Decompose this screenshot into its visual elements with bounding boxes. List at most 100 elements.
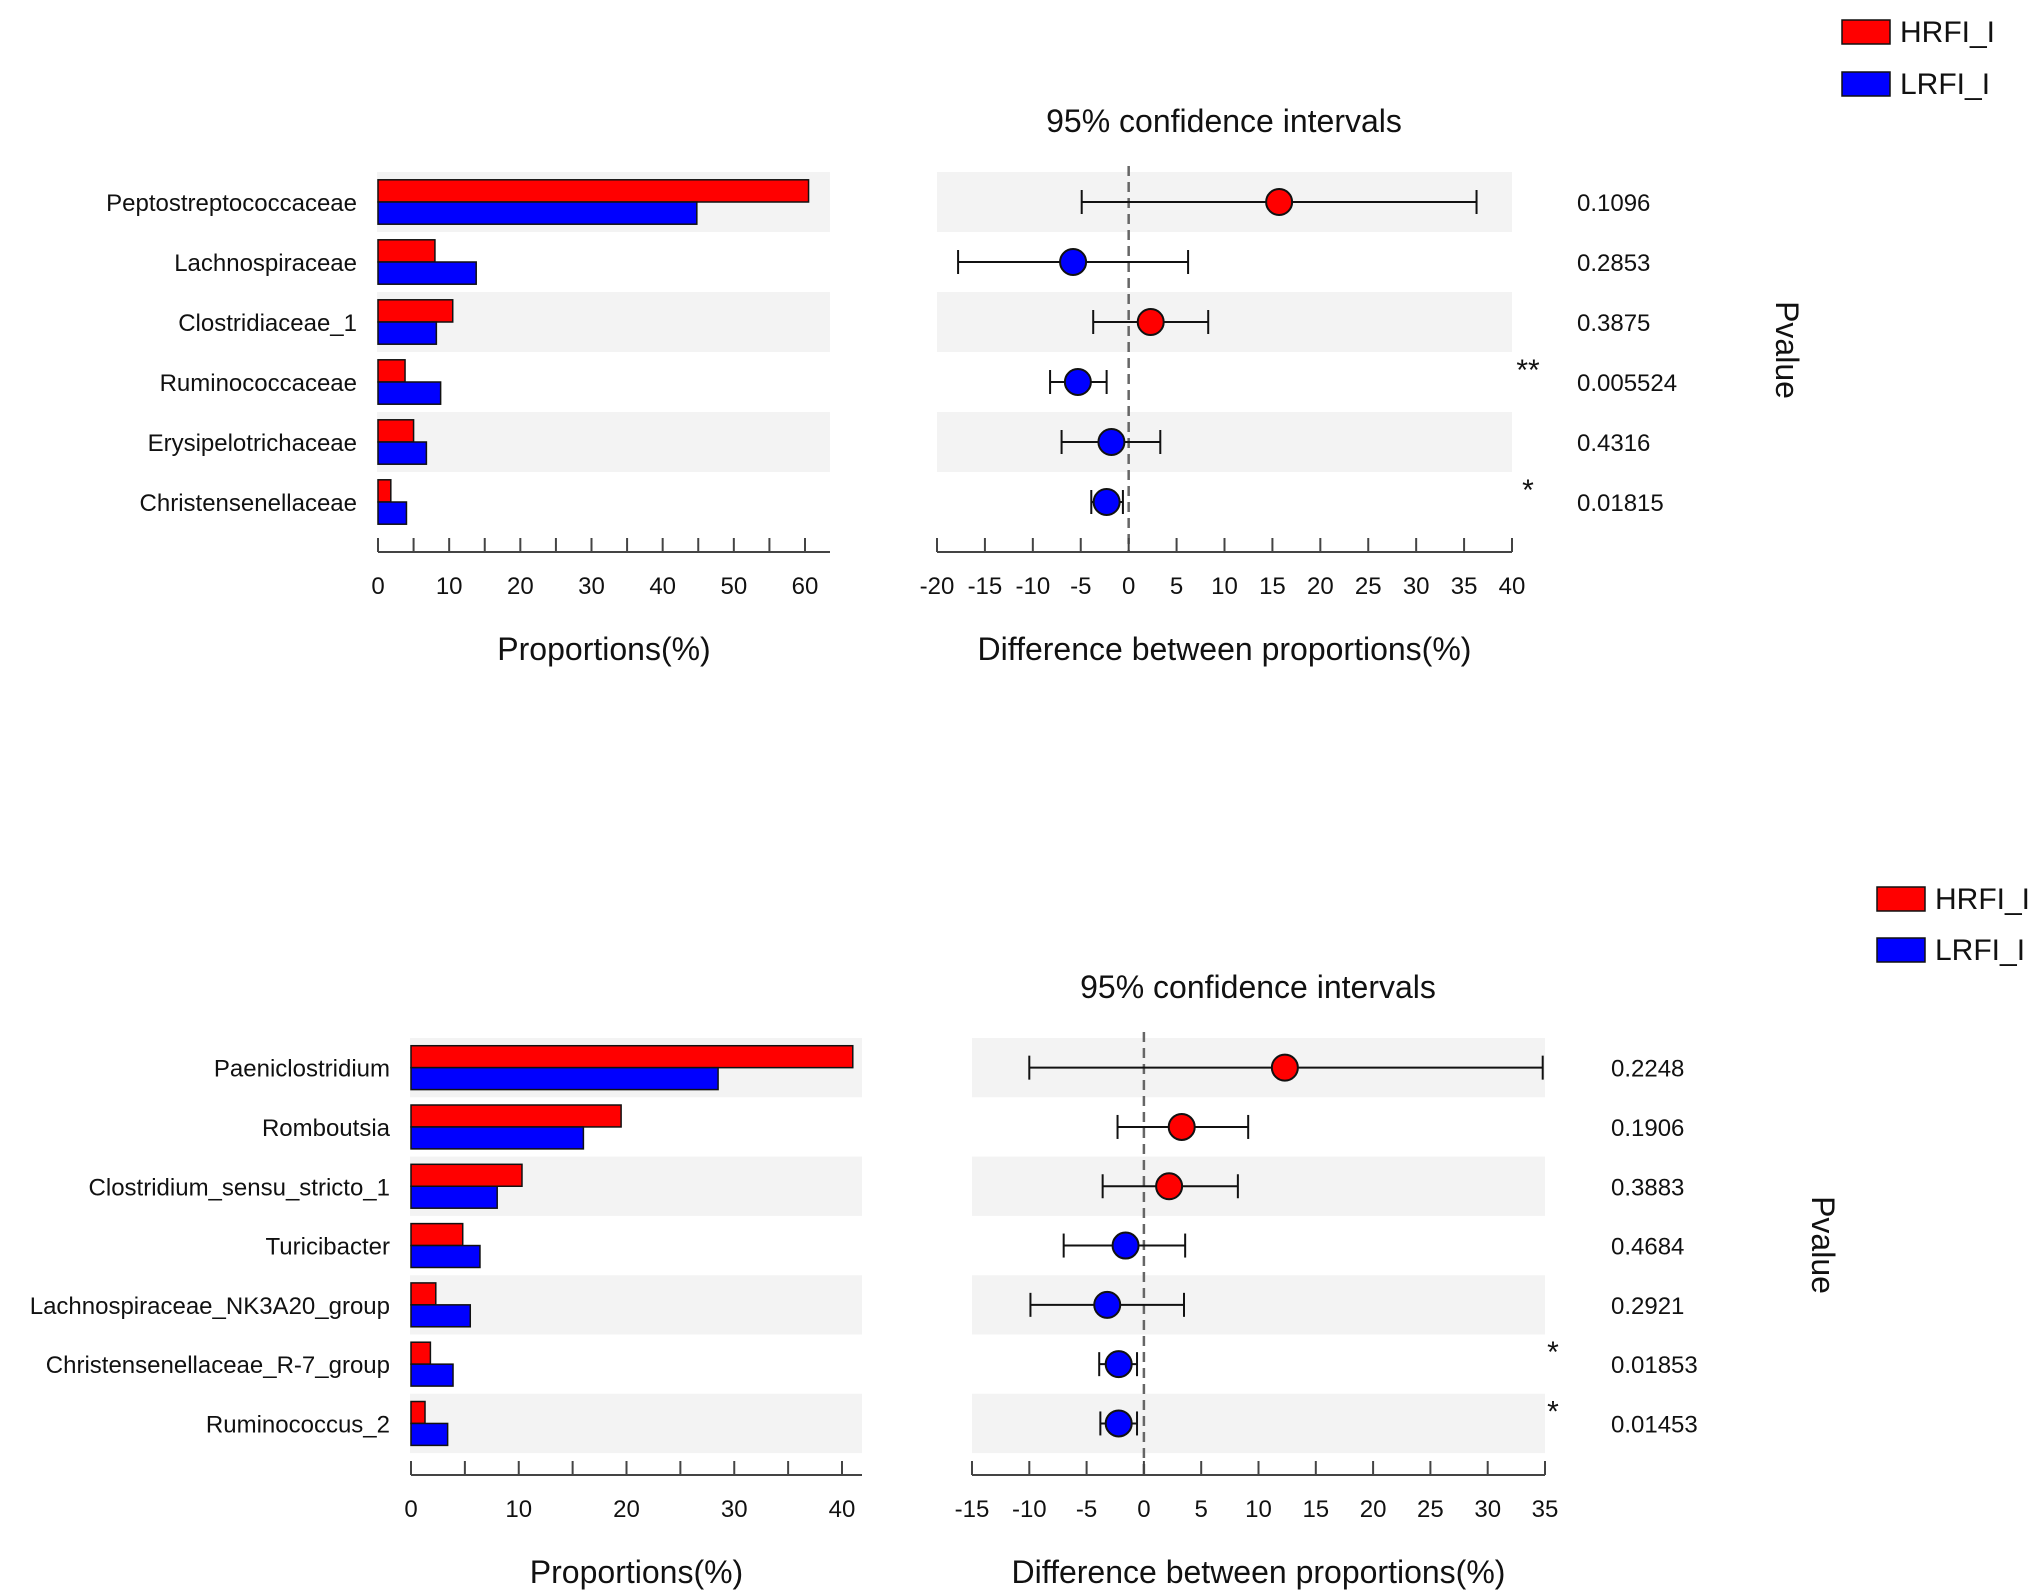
pvalue-label: 0.01815 <box>1577 490 1664 517</box>
ci-point <box>1136 308 1165 336</box>
ci-x-tick-label: 35 <box>1451 573 1478 600</box>
bar-lrfi-i <box>377 501 408 525</box>
pvalue-label: 0.005524 <box>1577 370 1677 397</box>
legend-label: HRFI_I <box>1935 883 2030 916</box>
ci-point <box>1097 428 1126 456</box>
ci-point <box>1270 1053 1299 1082</box>
bar-x-tick-label: 30 <box>578 573 605 600</box>
ci-x-tick-label: 5 <box>1170 573 1183 600</box>
ci-point <box>1111 1231 1140 1260</box>
bar-x-tick-label: 10 <box>505 1496 532 1523</box>
legend-swatch <box>1876 937 1926 963</box>
bar-x-tick-label: 0 <box>371 573 384 600</box>
ci-row-band <box>937 292 1512 352</box>
ci-point <box>1063 368 1092 396</box>
ci-point <box>1092 488 1121 516</box>
ci-x-tick-label: 20 <box>1307 573 1334 600</box>
pvalue-label: 0.1096 <box>1577 190 1650 217</box>
bar-x-tick-label: 60 <box>792 573 819 600</box>
bar-lrfi-i <box>410 1363 454 1387</box>
ci-x-tick-label: -10 <box>1012 1496 1047 1523</box>
bar-lrfi-i <box>377 381 442 405</box>
category-label: Ruminococcaceae <box>160 370 357 397</box>
category-label: Erysipelotrichaceae <box>148 430 357 457</box>
ci-x-tick-label: 0 <box>1137 1496 1150 1523</box>
ci-x-tick-label: -15 <box>968 573 1003 600</box>
significance-mark: ** <box>1516 354 1540 387</box>
bar-hrfi-i <box>377 359 406 383</box>
category-label: Paeniclostridium <box>214 1056 390 1083</box>
bar-x-tick-label: 20 <box>613 1496 640 1523</box>
category-label: Lachnospiraceae_NK3A20_group <box>30 1293 390 1320</box>
ci-x-tick-label: -20 <box>920 573 955 600</box>
legend-swatch <box>1841 19 1891 45</box>
category-label: Turicibacter <box>266 1234 390 1261</box>
bar-x-tick-label: 50 <box>720 573 747 600</box>
bar-hrfi-i <box>410 1341 432 1365</box>
ci-row-band <box>972 1156 1545 1216</box>
ci-x-tick-label: 40 <box>1499 573 1526 600</box>
bar-lrfi-i <box>377 261 477 285</box>
legend-label: LRFI_I <box>1935 934 2025 967</box>
ci-x-tick-label: 10 <box>1245 1496 1272 1523</box>
bar-hrfi-i <box>410 1400 426 1425</box>
ci-x-tick-label: -15 <box>955 1496 990 1523</box>
bar-hrfi-i <box>410 1163 523 1187</box>
bar-lrfi-i <box>410 1422 449 1447</box>
ci-point <box>1265 188 1294 216</box>
pvalue-axis-title: Pvalue <box>1805 1196 1841 1294</box>
legend-swatch <box>1841 71 1891 97</box>
ci-point <box>1155 1172 1184 1201</box>
ci-x-axis-title: Difference between proportions(%) <box>1012 1554 1506 1590</box>
ci-x-tick-label: 35 <box>1532 1496 1559 1523</box>
bar-x-tick-label: 40 <box>649 573 676 600</box>
bar-lrfi-i <box>410 1185 498 1209</box>
ci-x-tick-label: -5 <box>1076 1496 1097 1523</box>
ci-point <box>1093 1290 1122 1319</box>
category-label: Ruminococcus_2 <box>206 1411 390 1438</box>
bar-hrfi-i <box>377 419 415 443</box>
ci-row-band <box>937 412 1512 472</box>
bar-lrfi-i <box>377 201 698 225</box>
ci-x-tick-label: 30 <box>1474 1496 1501 1523</box>
significance-mark: * <box>1522 474 1534 507</box>
bar-row-band <box>410 1275 862 1335</box>
chart-title: 95% confidence intervals <box>1080 969 1436 1005</box>
bar-lrfi-i <box>410 1066 719 1091</box>
category-label: Clostridiaceae_1 <box>178 310 357 337</box>
bar-hrfi-i <box>377 239 436 263</box>
ci-point <box>1059 248 1088 276</box>
ci-point <box>1167 1112 1196 1141</box>
bar-hrfi-i <box>410 1104 622 1128</box>
bar-x-axis-title: Proportions(%) <box>497 631 710 667</box>
bar-row-band <box>377 412 830 472</box>
pvalue-label: 0.4316 <box>1577 430 1650 457</box>
significance-mark: * <box>1547 1395 1559 1428</box>
bar-hrfi-i <box>410 1282 437 1306</box>
pvalue-label: 0.3883 <box>1611 1174 1684 1201</box>
pvalue-label: 0.2853 <box>1577 250 1650 277</box>
bar-x-tick-label: 30 <box>721 1496 748 1523</box>
pvalue-label: 0.01853 <box>1611 1352 1698 1379</box>
category-label: Lachnospiraceae <box>174 250 357 277</box>
pvalue-label: 0.3875 <box>1577 310 1650 337</box>
ci-x-tick-label: 25 <box>1355 573 1382 600</box>
bar-row-band <box>410 1393 862 1454</box>
bar-hrfi-i <box>410 1222 464 1247</box>
panel-2: Paeniclostridium 0.2248 Romboutsia 0.1906 Cl… <box>30 883 2030 1590</box>
panel-1: Peptostreptococcaceae 0.1096 Lachnospirace… <box>106 16 1995 667</box>
ci-x-tick-label: -10 <box>1015 573 1050 600</box>
pvalue-label: 0.4684 <box>1611 1234 1684 1261</box>
bar-x-tick-label: 40 <box>829 1496 856 1523</box>
ci-x-tick-label: 15 <box>1259 573 1286 600</box>
ci-row-band <box>972 1393 1545 1454</box>
legend-label: LRFI_I <box>1900 68 1990 101</box>
ci-x-tick-label: 30 <box>1403 573 1430 600</box>
pvalue-label: 0.1906 <box>1611 1115 1684 1142</box>
category-label: Christensenellaceae_R-7_group <box>46 1352 390 1379</box>
ci-x-tick-label: 15 <box>1302 1496 1329 1523</box>
ci-x-tick-label: 10 <box>1211 573 1238 600</box>
ci-x-axis-title: Difference between proportions(%) <box>978 631 1472 667</box>
category-label: Peptostreptococcaceae <box>106 190 357 217</box>
